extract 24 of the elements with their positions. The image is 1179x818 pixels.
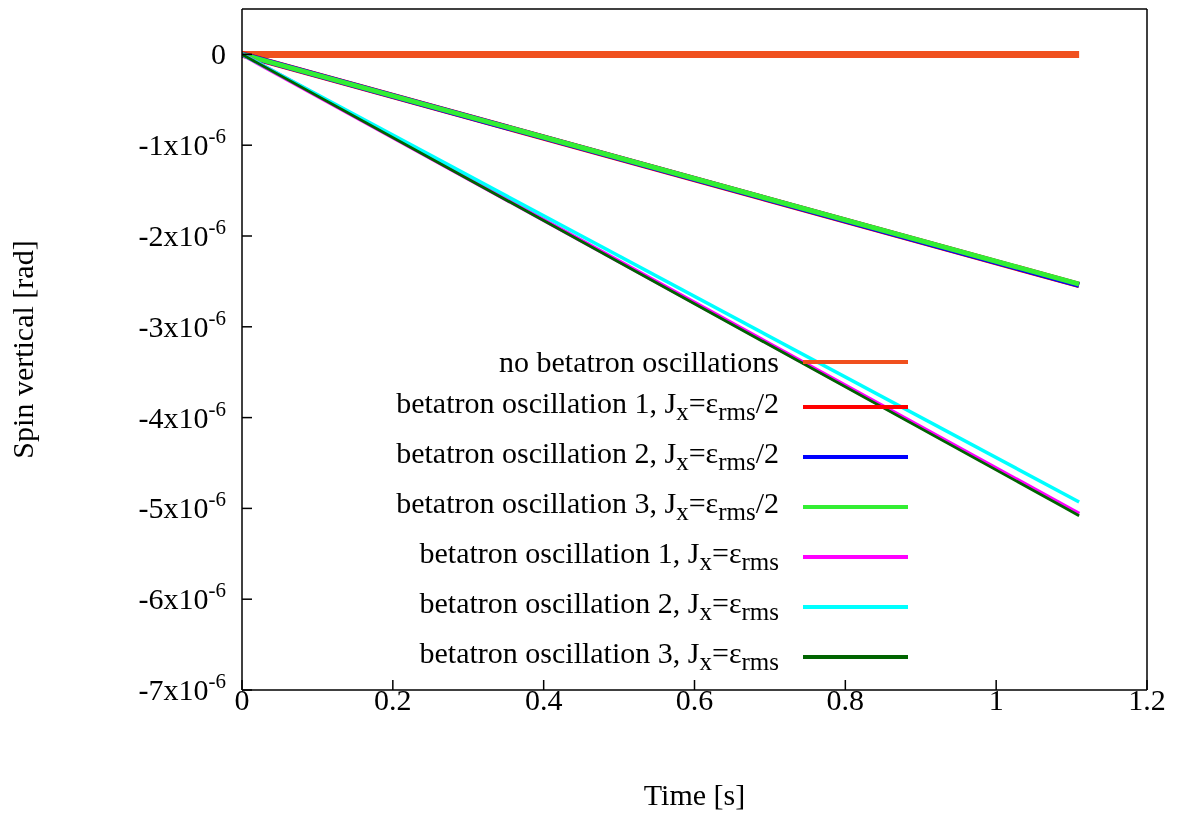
x-tick-label: 0.4 (524, 683, 563, 716)
y-tick-label: -5x10$^{-6}$ (138, 487, 226, 525)
y-tick-label: -4x10$^{-6}$ (138, 396, 226, 434)
legend-label: betatron oscillation 1, J$_{x}$=ε$_{rms}$/2 (396, 385, 779, 427)
legend-label: betatron oscillation 2, J$_{x}$=ε$_{rms}$/2 (396, 435, 779, 477)
y-tick-label: -3x10$^{-6}$ (138, 305, 226, 343)
y-tick-label: -2x10$^{-6}$ (138, 215, 226, 252)
y-tick-label: -6x10$^{-6}$ (138, 578, 226, 616)
y-tick-label: -1x10$^{-6}$ (138, 124, 226, 162)
y-tick-label: -7x10$^{-6}$ (138, 669, 226, 706)
x-tick-label: 1.2 (1128, 683, 1166, 716)
x-axis-title: Time [s] (643, 778, 746, 811)
x-tick-label: 0 (234, 683, 250, 716)
x-tick-label: 1 (988, 683, 1004, 716)
legend-label: no betatron oscillations (499, 344, 779, 380)
legend-label: betatron oscillation 1, J$_{x}$=ε$_{rms}$ (419, 535, 779, 577)
x-tick-label: 0.2 (374, 683, 412, 716)
y-tick-label: 0 (211, 37, 226, 71)
x-tick-label: 0.6 (675, 683, 714, 716)
legend-label: betatron oscillation 3, J$_{x}$=ε$_{rms}$/2 (396, 485, 779, 527)
legend-label: betatron oscillation 2, J$_{x}$=ε$_{rms}$ (419, 585, 779, 627)
y-axis-title: Spin vertical [rad] (5, 240, 39, 459)
x-tick-label: 0.8 (826, 683, 865, 716)
legend-label: betatron oscillation 3, J$_{x}$=ε$_{rms}$ (419, 635, 779, 677)
